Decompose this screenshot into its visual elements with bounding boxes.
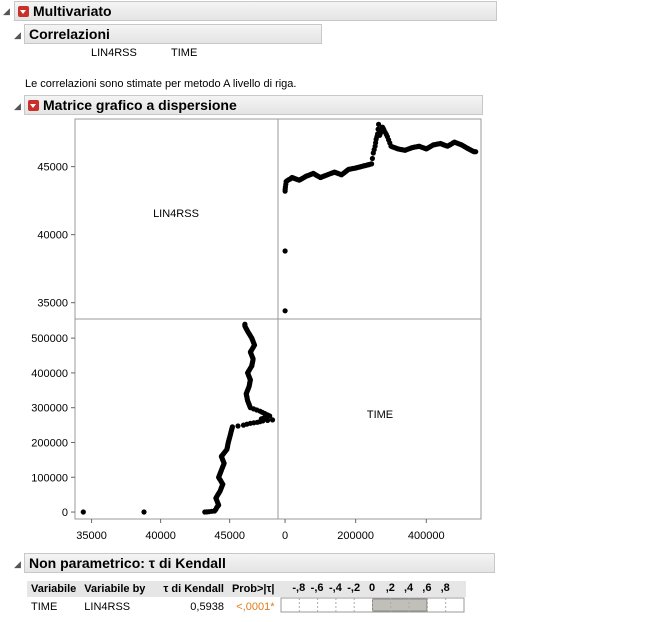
scatter-matrix-title: Matrice grafico a dispersione	[43, 97, 237, 113]
kendall-col-scale: -,8 -,6 -,4 -,2 0 ,2 ,4 ,6 ,8	[278, 581, 466, 597]
kendall-tau-bar	[371, 598, 427, 612]
scatter-point-time-vs-lin4rss	[369, 155, 375, 162]
collapse-triangle-icon[interactable]: ◢	[14, 30, 21, 40]
kendall-scale-label: -,2	[347, 582, 361, 594]
kendall-scale-label: -,6	[310, 582, 324, 594]
scatter-point-time-vs-lin4rss	[473, 149, 479, 155]
kendall-col-by[interactable]: Variabile by	[80, 581, 150, 597]
kendall-scale-label: 0	[368, 582, 376, 594]
kendall-scale-label: ,4	[404, 582, 414, 594]
scatter-point-lin4rss-vs-time	[269, 417, 276, 423]
multivariate-title: Multivariato	[33, 3, 112, 19]
kendall-scale-label: -,4	[328, 582, 342, 594]
diag-label-lin4rss: LIN4RSS	[153, 208, 199, 220]
y-tick-label-time: 100000	[31, 472, 68, 484]
y-tick-label-time: 500000	[31, 333, 68, 345]
kendall-scale-label: ,2	[385, 582, 395, 594]
scatter-matrix-header[interactable]: Matrice grafico a dispersione	[24, 95, 483, 115]
x-tick-label-time: 400000	[408, 530, 445, 542]
collapse-triangle-icon[interactable]: ◢	[3, 6, 10, 16]
kendall-col-tau[interactable]: τ di Kendall	[149, 581, 228, 597]
y-tick-label-time: 0	[62, 507, 68, 519]
kendall-row-variable: TIME	[31, 600, 58, 613]
kendall-title: Non parametrico: τ di Kendall	[29, 555, 226, 571]
scatter-point-time-vs-lin4rss	[376, 121, 382, 127]
scatter-point-lin4rss-vs-time	[235, 423, 241, 429]
kendall-scale-labels: -,8 -,6 -,4 -,2 0 ,2 ,4 ,6 ,8	[279, 581, 466, 597]
y-tick-label-lin4rss: 45000	[37, 162, 68, 174]
collapse-triangle-icon[interactable]: ◢	[14, 559, 21, 569]
x-tick-label-time: 0	[282, 530, 288, 542]
kendall-bar-cell	[279, 597, 466, 616]
correlations-title: Correlazioni	[29, 26, 110, 42]
collapse-triangle-icon[interactable]: ◢	[14, 101, 21, 111]
y-tick-label-lin4rss: 40000	[37, 230, 68, 242]
kendall-row-tau: 0,5938	[190, 600, 224, 613]
y-tick-label-time: 400000	[31, 368, 68, 380]
y-tick-label-time: 200000	[31, 437, 68, 449]
kendall-tau-bar-chart	[280, 597, 464, 613]
table-row[interactable]: TIME LIN4RSS 0,5938 <,0001*	[27, 597, 466, 616]
scatter-point-time-vs-lin4rss	[282, 308, 288, 314]
x-tick-label-time: 200000	[337, 530, 374, 542]
kendall-col-prob[interactable]: Prob>|τ|	[227, 581, 279, 597]
kendall-scale-label: ,6	[422, 582, 432, 594]
kendall-scale-label: -,8	[292, 582, 306, 594]
red-triangle-menu-icon[interactable]	[18, 6, 29, 17]
scatter-point-lin4rss-vs-time	[141, 509, 147, 515]
scatter-point-lin4rss-vs-time	[229, 424, 235, 430]
kendall-header[interactable]: Non parametrico: τ di Kendall	[24, 553, 495, 573]
correlations-note: Le correlazioni sono stimate per metodo …	[25, 78, 297, 90]
x-tick-label-lin4rss: 35000	[76, 530, 107, 542]
scatter-matrix-plot[interactable]: LIN4RSS TIME 35000 40000 45000 0 100000 20000…	[0, 115, 652, 545]
scatter-point-time-vs-lin4rss	[282, 248, 288, 254]
scatter-point-lin4rss-vs-time	[242, 321, 248, 327]
kendall-table: Variabile Variabile by τ di Kendall Prob…	[27, 581, 466, 616]
scatter-point-time-vs-lin4rss	[369, 161, 375, 167]
scatter-point-lin4rss-vs-time	[80, 509, 86, 515]
kendall-scale-label: ,8	[440, 582, 450, 594]
x-tick-label-lin4rss: 45000	[214, 530, 245, 542]
correlations-column-lin4rss: LIN4RSS	[91, 47, 137, 59]
kendall-col-variable[interactable]: Variabile	[27, 581, 81, 597]
y-tick-label-lin4rss: 35000	[37, 298, 68, 310]
kendall-row-by: LIN4RSS	[84, 600, 131, 613]
red-triangle-menu-icon[interactable]	[28, 100, 39, 111]
correlations-column-time: TIME	[171, 47, 198, 59]
x-tick-label-lin4rss: 40000	[145, 530, 176, 542]
kendall-row-prob: <,0001*	[236, 600, 275, 613]
diag-label-time: TIME	[367, 409, 393, 421]
multivariate-header[interactable]: Multivariato	[14, 1, 497, 21]
correlations-header[interactable]: Correlazioni	[24, 24, 322, 44]
y-tick-label-time: 300000	[31, 403, 68, 415]
